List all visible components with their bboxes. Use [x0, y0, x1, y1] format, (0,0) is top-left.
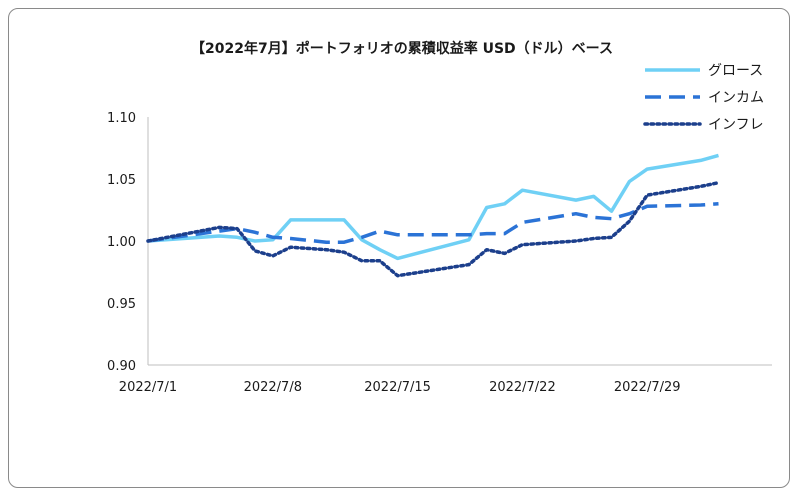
y-tick-label: 1.10 — [107, 111, 136, 126]
y-tick-label: 0.90 — [107, 359, 136, 374]
x-tick-label: 2022/7/8 — [244, 380, 302, 395]
y-tick-label: 1.00 — [107, 235, 136, 250]
x-axis-ticks: 2022/7/1 2022/7/8 2022/7/15 2022/7/22 2022/7… — [119, 380, 681, 395]
legend-label-3: インフレ — [708, 117, 764, 133]
y-tick-label: 0.95 — [107, 297, 136, 312]
legend-label-2: インカム — [708, 90, 764, 106]
series-line-1 — [147, 153, 719, 261]
x-tick-label: 2022/7/29 — [614, 380, 681, 395]
legend-label-1: グロース — [708, 63, 763, 79]
series-lines — [146, 153, 721, 278]
y-axis-ticks: 1.10 1.05 1.00 0.95 0.90 — [107, 111, 136, 374]
chart-frame — [8, 8, 790, 488]
chart-title: 【2022年7月】ポートフォリオの累積収益率 USD（ドル）ベース — [191, 40, 613, 57]
y-tick-label: 1.05 — [107, 173, 136, 188]
series-line-3 — [146, 180, 721, 278]
x-tick-label: 2022/7/15 — [364, 380, 431, 395]
x-tick-label: 2022/7/1 — [119, 380, 177, 395]
x-tick-label: 2022/7/22 — [489, 380, 556, 395]
series-line-2 — [147, 202, 719, 244]
